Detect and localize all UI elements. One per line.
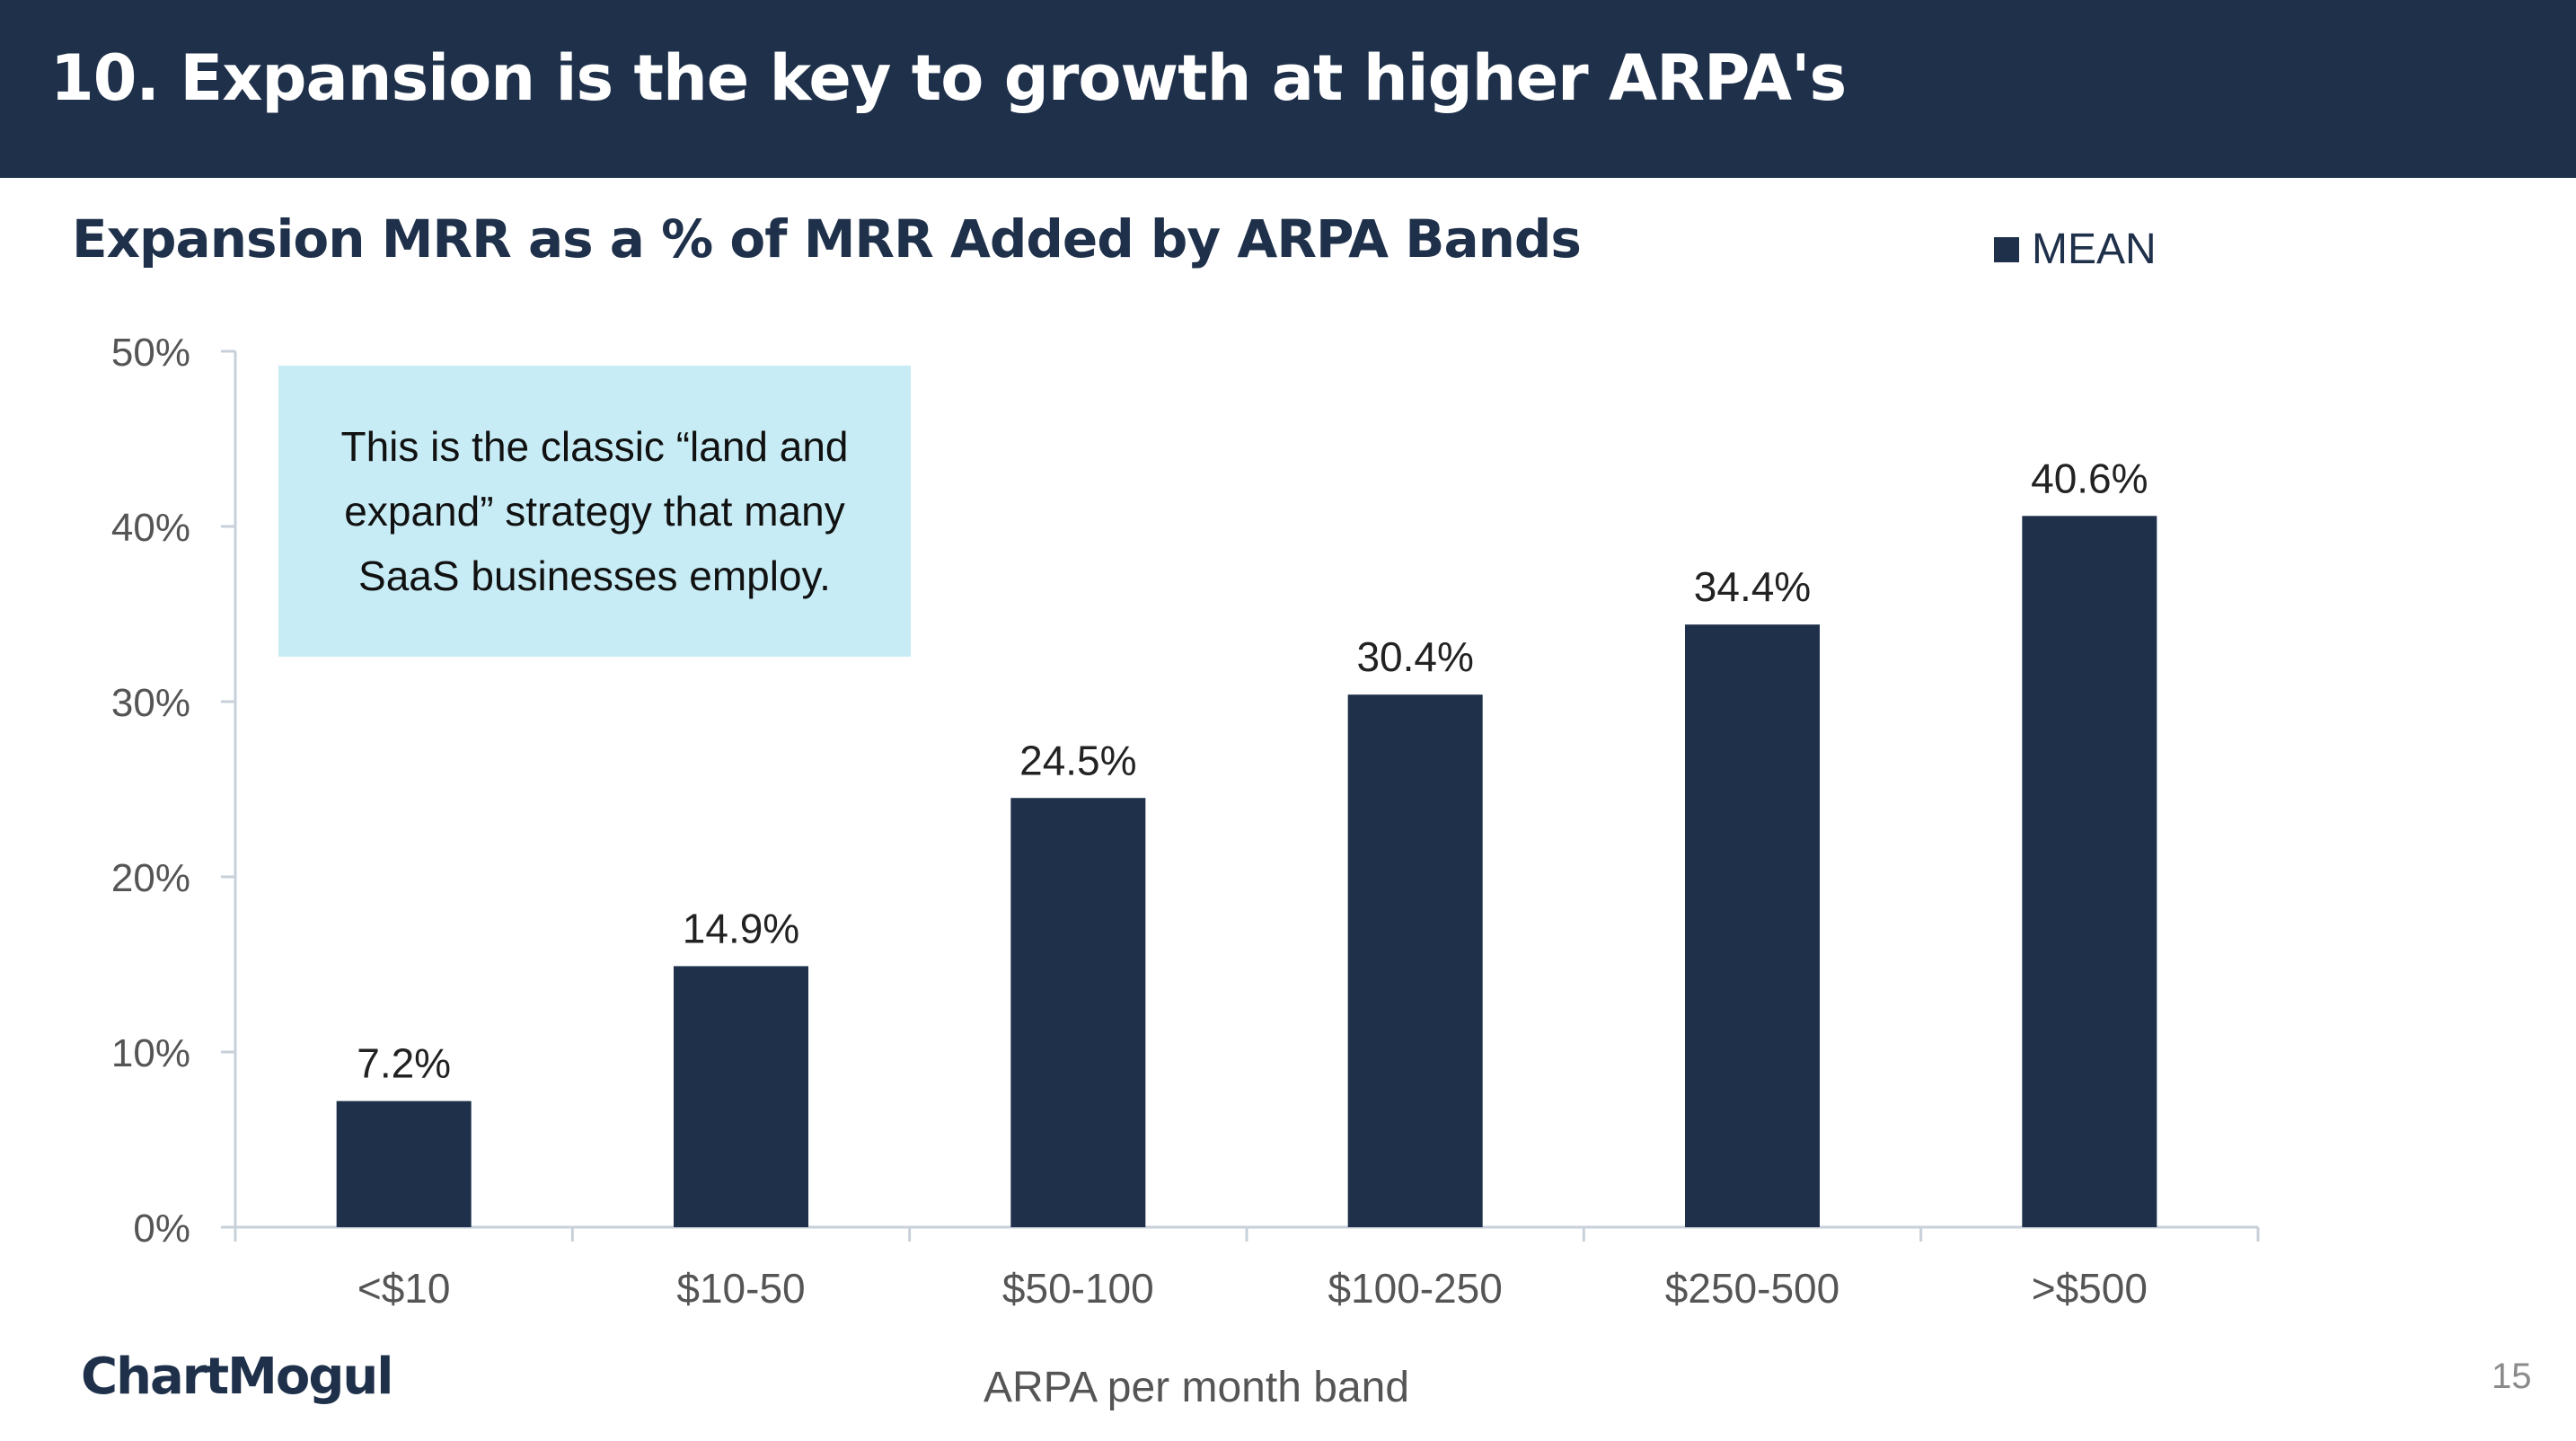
bar [2022,516,2157,1227]
x-tick-label: $250-500 [1665,1265,1839,1312]
data-label: 30.4% [1356,633,1473,680]
y-tick-label: 50% [111,331,190,375]
data-label: 7.2% [357,1040,451,1087]
callout-text: This is the classic “land and expand” st… [340,423,849,599]
y-tick-label: 20% [111,856,190,900]
data-label: 14.9% [683,905,799,951]
bar [674,966,808,1227]
legend-swatch-mean [1994,236,2019,262]
bar [1685,624,1820,1227]
legend: MEAN [1994,225,2157,274]
bar [336,1101,472,1227]
data-label: 24.5% [1019,737,1136,783]
x-tick-label: $100-250 [1328,1265,1502,1312]
chartmogul-logo: ChartMogul [81,1348,393,1406]
header-bar: 10. Expansion is the key to growth at hi… [0,0,2576,178]
y-tick-label: 0% [133,1207,190,1251]
x-tick-label: $50-100 [1002,1265,1154,1312]
page-number: 15 [2492,1357,2532,1396]
bar [1347,694,1483,1227]
y-tick-label: 30% [111,681,190,725]
legend-label-mean: MEAN [2032,225,2157,273]
x-tick-label: >$500 [2032,1265,2148,1312]
callout-box: This is the classic “land and expand” st… [278,366,911,657]
x-axis-title: ARPA per month band [984,1364,1409,1411]
y-tick-label: 10% [111,1031,190,1075]
bar [1010,798,1146,1227]
page-title: 10. Expansion is the key to growth at hi… [50,41,1847,115]
data-label: 40.6% [2031,455,2148,501]
chart-title: Expansion MRR as a % of MRR Added by ARP… [72,208,1582,270]
x-tick-label: $10-50 [676,1265,805,1312]
data-label: 34.4% [1694,563,1811,610]
y-tick-label: 40% [111,506,190,550]
x-tick-label: <$10 [357,1265,451,1312]
